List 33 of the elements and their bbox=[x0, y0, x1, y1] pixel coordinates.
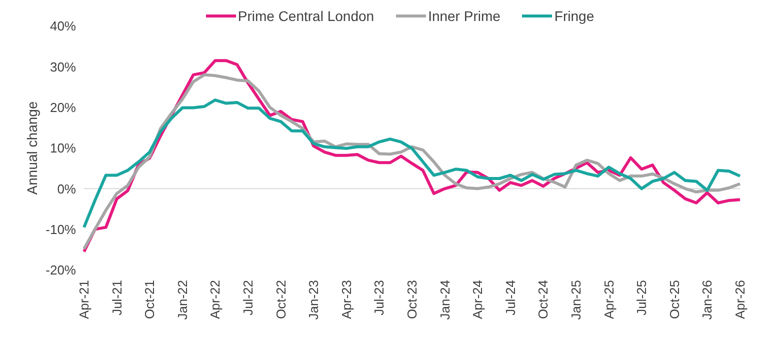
y-axis-title: Annual change bbox=[24, 101, 40, 195]
x-tick-label: Apr-21 bbox=[76, 280, 92, 320]
x-tick-label: Apr-25 bbox=[601, 280, 616, 320]
legend-label: Inner Prime bbox=[428, 8, 500, 24]
y-tick-label: -20% bbox=[46, 262, 76, 278]
line-series bbox=[82, 98, 742, 229]
x-tick-label: Jan-23 bbox=[306, 280, 322, 320]
x-tick-label: Jul-22 bbox=[240, 280, 256, 316]
y-tick-label: 40% bbox=[50, 18, 76, 34]
x-tick-label: Apr-23 bbox=[338, 280, 354, 320]
x-tick-label: Apr-24 bbox=[470, 280, 486, 320]
legend-label: Fringe bbox=[554, 8, 594, 24]
y-tick-label: 0% bbox=[57, 181, 76, 196]
x-tick-label: Oct-21 bbox=[142, 280, 158, 320]
legend-label: Prime Central London bbox=[238, 8, 374, 24]
x-tick-label: Oct-25 bbox=[666, 280, 682, 320]
y-tick-label: 10% bbox=[50, 140, 76, 156]
x-tick-label: Oct-23 bbox=[404, 280, 420, 320]
y-tick-label: -10% bbox=[46, 222, 76, 237]
x-tick-label: Jan-26 bbox=[700, 280, 715, 320]
y-tick-label: 20% bbox=[50, 100, 76, 115]
x-tick-label: Oct-24 bbox=[536, 280, 551, 320]
x-tick-label: Jan-22 bbox=[174, 280, 190, 320]
x-tick-label: Oct-22 bbox=[273, 280, 288, 320]
x-tick-label: Jul-24 bbox=[502, 280, 518, 316]
x-tick-label: Apr-22 bbox=[208, 280, 223, 320]
x-tick-label: Jan-25 bbox=[568, 280, 584, 320]
x-tick-label: Apr-26 bbox=[732, 280, 748, 320]
y-tick-label: 30% bbox=[50, 59, 76, 74]
x-tick-label: Jan-24 bbox=[437, 280, 452, 320]
x-tick-label: Jul-23 bbox=[372, 280, 387, 316]
x-tick-label: Jul-21 bbox=[109, 280, 124, 316]
x-tick-label: Jul-25 bbox=[634, 280, 650, 316]
